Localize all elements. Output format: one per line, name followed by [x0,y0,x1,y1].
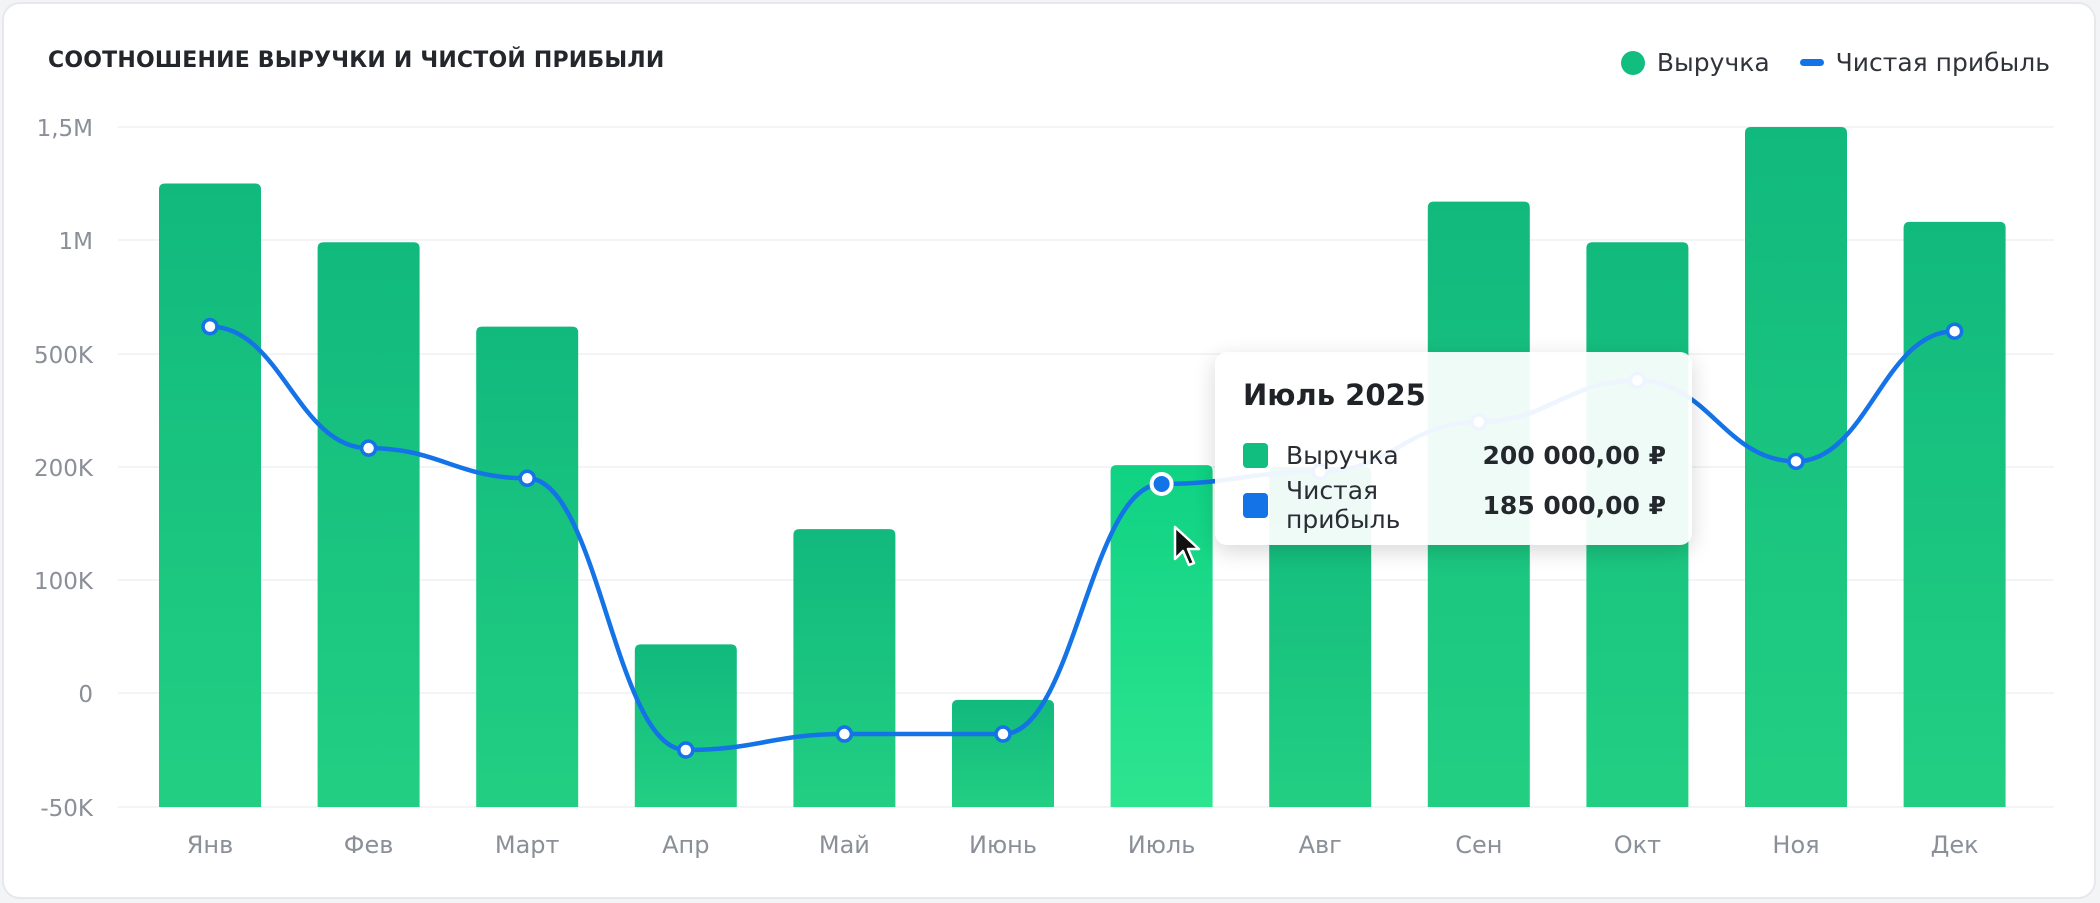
net-profit-point [1945,322,1964,340]
y-tick-label: -50K [40,796,94,822]
revenue-bar [1903,221,2006,808]
x-tick-label: Март [495,831,560,859]
revenue-bar [793,529,896,807]
net-profit-point [994,725,1012,743]
x-tick-label: Фев [344,831,394,859]
chart-legend: Выручка Чистая прибыль [1620,48,2050,77]
revenue-bar [159,183,261,807]
mouse-pointer-icon [1173,525,1201,567]
revenue-bar [476,326,579,807]
y-tick-label: 100K [34,569,94,595]
revenue-bar [1269,467,1372,807]
tooltip-revenue-label: Выручка [1286,440,1399,470]
net-profit-line [207,324,1957,753]
revenue-bar [634,644,737,807]
x-tick-label: Авг [1299,831,1342,859]
chart-title: СООТНОШЕНИЕ ВЫРУЧКИ И ЧИСТОЙ ПРИБЫЛИ [48,48,665,73]
y-tick-label: 1M [59,229,93,255]
legend-revenue-label: Выручка [1656,48,1770,77]
legend-item-revenue[interactable]: Выручка [1620,48,1770,77]
x-tick-label: Май [819,831,870,859]
x-tick-label: Сен [1455,831,1502,859]
legend-item-net-profit[interactable]: Чистая прибыль [1799,48,2050,77]
legend-revenue-marker [1620,50,1645,75]
tooltip-title: Июль 2025 [1243,378,1426,412]
y-tick-label: 0 [78,682,93,708]
x-tick-label: Дек [1931,831,1979,859]
x-tick-label: Июнь [969,831,1037,859]
tooltip-net-profit-label: Чистая прибыль [1286,476,1401,534]
net-profit-point [1149,471,1174,496]
tooltip-revenue-swatch [1243,442,1268,468]
net-profit-point [201,317,219,336]
x-tick-label: Апр [662,831,709,859]
y-tick-label: 200K [34,456,94,482]
tooltip-revenue-value: 200 000,00 ₽ [1482,440,1666,470]
y-tick-label: 500K [34,343,94,369]
x-tick-label: Июль [1128,831,1196,859]
net-profit-point [518,469,536,488]
legend-net-profit-marker [1799,59,1824,66]
legend-net-profit-label: Чистая прибыль [1835,48,2050,77]
x-tick-label: Янв [187,831,234,859]
net-profit-point [677,741,695,759]
chart-tooltip: Июль 2025 Выручка 200 000,00 ₽ Чистая пр… [1215,352,1692,545]
tooltip-net-profit-swatch [1243,492,1268,518]
revenue-bar [317,242,420,807]
tooltip-row-net-profit: Чистая прибыль 185 000,00 ₽ [1243,476,1666,534]
x-tick-label: Ноя [1772,831,1819,859]
tooltip-net-profit-value: 185 000,00 ₽ [1482,490,1666,520]
net-profit-point [835,725,854,743]
x-tick-label: Окт [1614,831,1661,859]
revenue-bar [1110,465,1213,807]
net-profit-point [359,439,378,457]
y-tick-label: 1,5M [37,116,93,142]
tooltip-row-revenue: Выручка 200 000,00 ₽ [1243,430,1666,480]
net-profit-point [1787,452,1805,471]
revenue-bar [952,699,1054,807]
